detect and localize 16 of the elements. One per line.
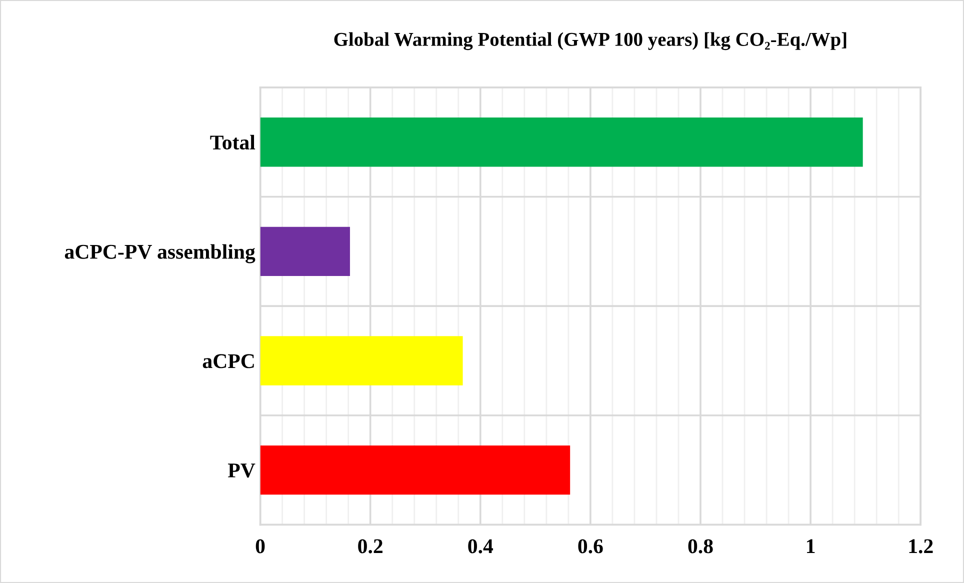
x-tick-label: 1.2 <box>909 539 933 554</box>
bar <box>260 226 350 276</box>
chart-title: Global Warming Potential (GWP 100 years) [kg CO₂-Eq./Wp] <box>334 32 846 50</box>
x-tick-label: 0 <box>256 539 265 554</box>
bar <box>260 118 863 167</box>
x-tick-label: 0.4 <box>468 539 494 554</box>
x-tick-label: 1 <box>807 539 815 554</box>
y-tick-label: aCPC-PV assembling <box>64 244 256 264</box>
bar <box>260 445 570 495</box>
x-tick-label: 0.2 <box>358 539 382 554</box>
bar <box>260 336 463 386</box>
x-tick-label: 0.8 <box>688 539 713 554</box>
x-tick-label: 0.6 <box>578 539 603 554</box>
y-tick-label: aCPC <box>202 354 254 368</box>
y-tick-label: PV <box>228 464 256 478</box>
y-tick-label: Total <box>210 134 256 150</box>
